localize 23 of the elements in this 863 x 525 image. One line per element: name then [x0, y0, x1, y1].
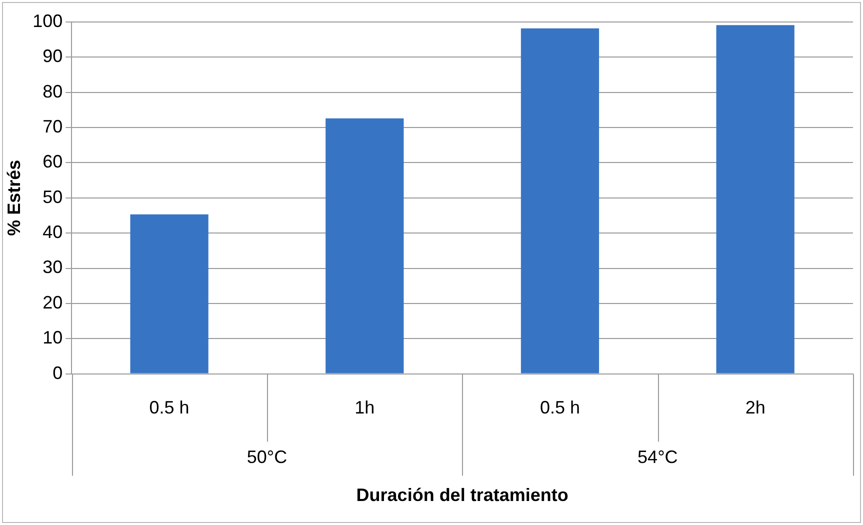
x-tick-label: 1h: [354, 398, 375, 418]
bar: [520, 28, 600, 374]
y-tick-label: 80: [42, 81, 63, 102]
y-tick-label: 90: [42, 46, 63, 66]
x-tick-label: 0.5 h: [149, 398, 190, 418]
x-tick-label: 2h: [745, 398, 766, 418]
x-axis-title: Duración del tratamiento: [356, 485, 568, 506]
y-tick-label: 70: [42, 116, 63, 137]
y-tick-label: 30: [42, 257, 63, 278]
x-tick-label: 0.5 h: [540, 398, 580, 418]
y-tick-label: 100: [32, 10, 63, 31]
y-tick-label: 60: [42, 152, 63, 172]
text: 54°C: [638, 446, 678, 467]
bar: [326, 118, 404, 374]
y-tick-label: 50: [42, 186, 63, 207]
y-tick-label: 40: [42, 222, 63, 242]
y-tick-label: 20: [42, 292, 63, 312]
text: 50°C: [246, 446, 288, 467]
y-axis-title: % Estrés: [4, 160, 24, 236]
y-tick-label: 0: [52, 362, 63, 383]
bar: [716, 25, 794, 374]
bar: [130, 214, 208, 374]
y-tick-label: 10: [42, 328, 63, 348]
